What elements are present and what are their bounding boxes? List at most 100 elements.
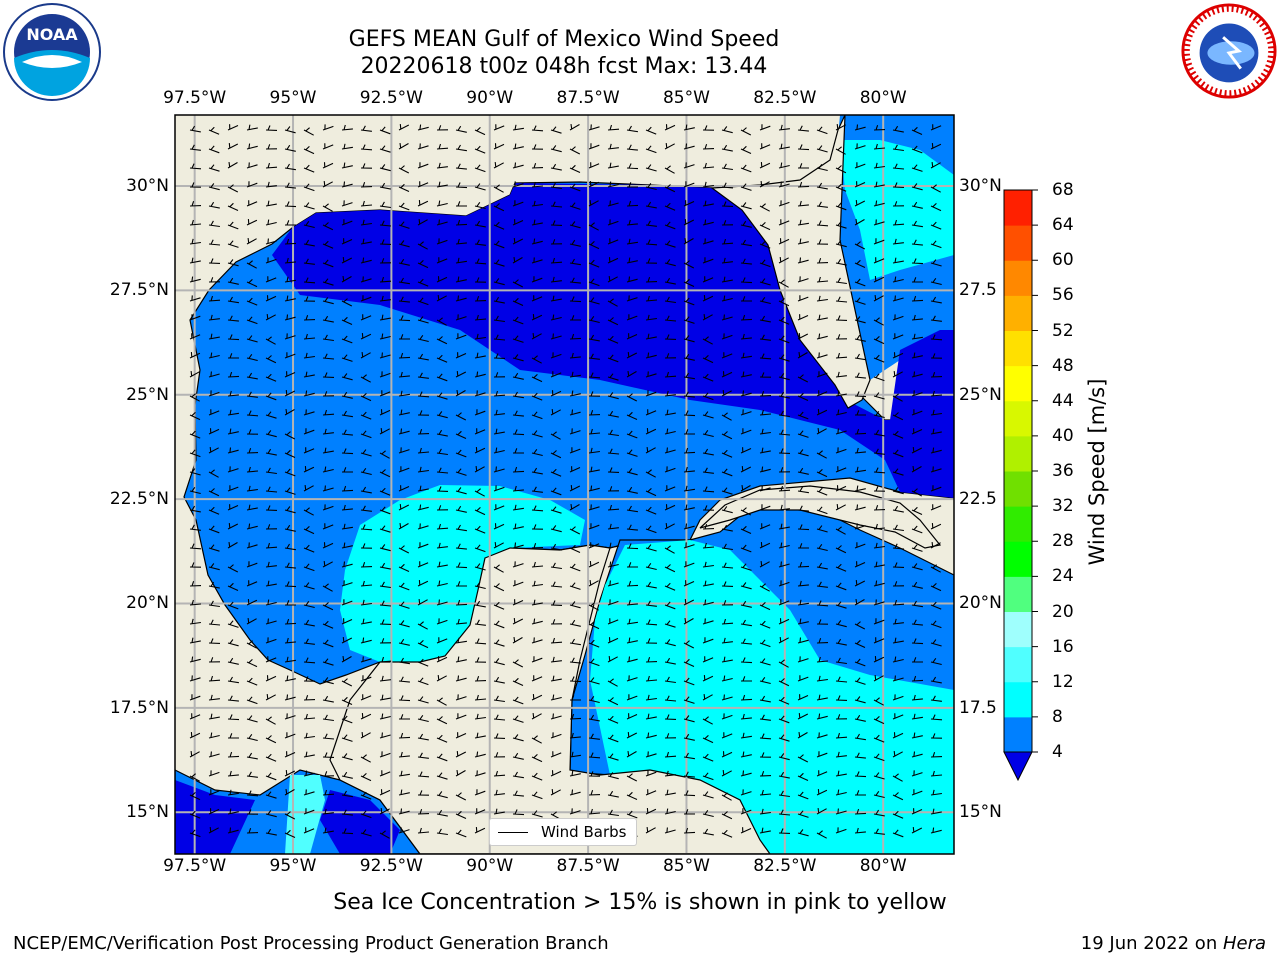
wind-barb-1266 — [683, 715, 695, 723]
wind-barb-661 — [588, 428, 601, 435]
wind-barb-683 — [246, 448, 259, 454]
wind-barb-77 — [892, 144, 904, 152]
wind-barb-1181 — [588, 677, 600, 685]
wind-barb-57 — [512, 143, 524, 150]
wind-barb-770 — [379, 487, 391, 496]
wind-barb-713 — [816, 450, 827, 459]
wind-barb-793 — [816, 487, 828, 496]
colorbar-label-13: 56 — [1052, 285, 1074, 306]
wind-barb-1254 — [455, 713, 467, 720]
wind-barb-1151 — [778, 659, 789, 668]
wind-barb-25 — [664, 124, 676, 131]
wind-barb-980 — [569, 582, 581, 590]
lat-label-left-6: 15°N — [126, 802, 169, 823]
wind-barb-1405 — [284, 789, 295, 796]
wind-barb-1300 — [569, 732, 581, 739]
wind-barb-1112 — [797, 637, 809, 644]
wind-barb-1210 — [379, 694, 391, 701]
wind-barb-674 — [835, 428, 847, 435]
wind-barb-582 — [607, 392, 619, 400]
wind-barb-764 — [265, 486, 278, 493]
wind-barb-744 — [645, 469, 656, 478]
wind-barb-1272 — [797, 713, 809, 720]
wind-barb-437 — [892, 314, 904, 321]
wind-barb-991 — [778, 580, 790, 587]
wind-barb-1304 — [645, 732, 657, 739]
wind-barb-563 — [246, 391, 258, 398]
wind-barb-317 — [892, 257, 904, 264]
wind-barb-1477 — [892, 810, 904, 819]
wind-barb-27 — [702, 125, 715, 131]
wind-barb-1428 — [721, 792, 732, 801]
wind-barb-785 — [664, 485, 676, 492]
wind-barb-292 — [417, 260, 429, 269]
wind-barb-1166 — [303, 676, 316, 682]
wind-barb-225 — [664, 221, 676, 230]
lon-label-top-5: 85°W — [662, 88, 710, 108]
wind-barb-632 — [797, 411, 809, 420]
wind-barb-1017 — [512, 599, 524, 606]
wind-barb-1509 — [740, 827, 752, 834]
wind-barb-592 — [797, 392, 809, 402]
wind-barb-294 — [455, 257, 467, 264]
wind-barb-45 — [284, 144, 296, 152]
wind-barb-860 — [569, 526, 581, 535]
wind-barb-1461 — [588, 808, 601, 815]
wind-barb-466 — [683, 335, 695, 343]
wind-barb-848 — [341, 523, 353, 530]
wind-barb-1202 — [227, 695, 239, 702]
wind-barb-988 — [721, 581, 734, 587]
wind-barb-575 — [474, 390, 486, 397]
wind-barb-1221 — [588, 695, 600, 704]
wind-barb-446 — [303, 333, 316, 340]
wind-barb-425 — [664, 315, 677, 322]
wind-barb-11 — [398, 124, 410, 131]
wind-barb-1173 — [436, 675, 447, 682]
wind-barb-1483 — [246, 828, 259, 834]
wind-barb-1179 — [550, 675, 562, 682]
wind-barb-515 — [854, 353, 866, 361]
wind-barb-603 — [246, 410, 259, 417]
wind-barb-353 — [816, 276, 829, 283]
wind-barb-363 — [246, 297, 258, 306]
wind-barb-203 — [246, 219, 258, 226]
wind-barb-507 — [702, 355, 714, 364]
wind-barb-243 — [246, 238, 257, 245]
wind-barb-1335 — [474, 751, 486, 758]
wind-barb-465 — [664, 334, 677, 340]
wind-barb-498 — [531, 355, 542, 364]
wind-barb-1264 — [645, 713, 657, 720]
wind-barb-606 — [303, 409, 315, 416]
wind-barb-512 — [797, 352, 808, 359]
wind-barb-1510 — [759, 827, 771, 834]
wind-barb-790 — [759, 485, 771, 492]
wind-barb-954 — [835, 563, 847, 572]
wind-barb-307 — [702, 257, 714, 264]
wind-barb-1170 — [379, 675, 391, 682]
wind-barb-120 — [189, 182, 202, 188]
wind-barb-1032 — [797, 599, 809, 606]
wind-barb-1402 — [227, 789, 239, 796]
wind-barb-1389 — [740, 770, 752, 777]
wind-barb-1289 — [360, 732, 371, 739]
wind-barb-401 — [208, 314, 220, 321]
wind-barb-1027 — [702, 599, 714, 606]
wind-barb-1481 — [208, 827, 219, 834]
wind-barb-1472 — [797, 810, 809, 818]
wind-barb-564 — [265, 392, 277, 401]
wind-barb-221 — [588, 222, 599, 231]
wind-barb-709 — [740, 447, 752, 454]
wind-barb-725 — [284, 468, 296, 477]
wind-barb-958 — [911, 563, 923, 571]
wind-barb-72 — [797, 144, 810, 151]
wind-barb-522 — [227, 371, 240, 378]
wind-barb-1085 — [284, 637, 296, 644]
wind-barb-1064 — [645, 619, 658, 626]
wind-barb-357 — [892, 276, 904, 283]
breezy-atlantic — [840, 140, 954, 280]
wind-barb-488 — [341, 354, 353, 362]
wind-barb-1361 — [208, 770, 220, 777]
wind-barb-208 — [341, 219, 353, 226]
wind-barb-865 — [664, 523, 675, 530]
wind-barb-1398 — [911, 770, 923, 777]
